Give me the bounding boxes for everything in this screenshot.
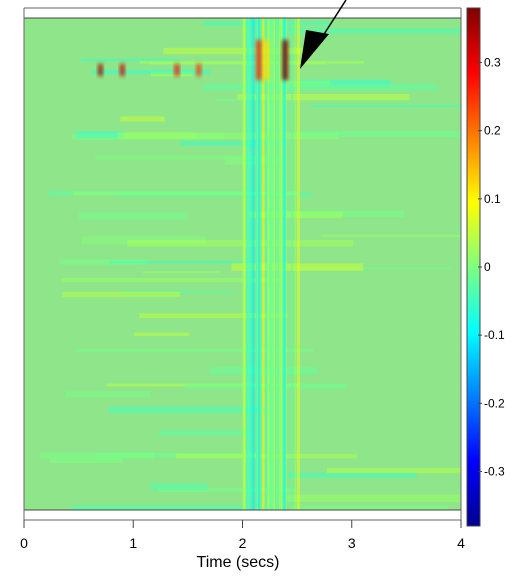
feature-mark: [282, 40, 288, 80]
texture-band: [120, 116, 165, 122]
texture-band: [108, 406, 266, 414]
activity-stripe: [251, 18, 255, 510]
texture-band: [288, 472, 417, 478]
activity-stripe: [296, 18, 300, 510]
texture-band: [142, 271, 220, 274]
colorbar-tick-label: 0.1: [484, 192, 501, 206]
texture-band: [78, 212, 188, 220]
texture-band: [150, 71, 193, 77]
x-tick-label: 4: [457, 535, 465, 551]
feature-mark: [174, 64, 179, 76]
texture-band: [290, 505, 449, 510]
x-axis-ticks: 0 1 2 3 4: [20, 520, 465, 551]
texture-band: [298, 79, 392, 87]
texture-band: [133, 332, 190, 337]
activity-stripe: [283, 18, 287, 510]
texture-band: [163, 47, 315, 55]
texture-band: [117, 132, 339, 139]
feature-mark: [264, 40, 270, 80]
heatmap-texture: [39, 21, 461, 510]
texture-band: [326, 468, 461, 474]
x-tick-label: 2: [239, 535, 247, 551]
texture-band: [65, 391, 151, 398]
colorbar-tick-label: -0.2: [484, 396, 505, 410]
activity-stripe: [245, 18, 249, 510]
colorbar-tick-label: 0.2: [484, 124, 501, 138]
x-tick-label: 0: [20, 535, 28, 551]
x-axis-label: Time (secs): [197, 554, 280, 571]
colorbar-tick-label: 0.3: [484, 56, 501, 70]
texture-band: [59, 259, 149, 265]
texture-band: [284, 80, 331, 87]
texture-band: [158, 487, 298, 492]
arrowhead: [300, 30, 329, 69]
texture-band: [50, 457, 123, 464]
activity-stripe: [265, 18, 269, 510]
heatmap-features: [98, 18, 300, 510]
activity-stripe: [276, 18, 280, 510]
texture-band: [39, 452, 154, 459]
texture-band: [72, 191, 297, 196]
x-tick-label: 3: [348, 535, 356, 551]
feature-mark: [196, 64, 201, 76]
texture-band: [75, 131, 124, 139]
activity-stripe: [267, 18, 271, 510]
activity-stripe: [271, 18, 275, 510]
heatmap-area: [24, 18, 461, 510]
activity-stripe: [282, 18, 284, 510]
texture-band: [263, 210, 404, 218]
feature-mark: [98, 64, 103, 76]
activity-stripe: [243, 18, 246, 510]
colorbar-ticks: 0.3 0.2 0.1 0 -0.1 -0.2 -0.3: [478, 56, 505, 478]
activity-stripe: [258, 18, 261, 510]
texture-band: [311, 104, 461, 107]
texture-band: [61, 291, 180, 298]
texture-band: [158, 430, 252, 436]
texture-band: [321, 234, 461, 238]
activity-stripe: [247, 18, 250, 510]
texture-band: [76, 348, 314, 353]
texture-band: [60, 277, 281, 283]
colorbar-tick-label: 0: [484, 260, 491, 274]
feature-mark: [256, 40, 262, 80]
colorbar-tick-label: -0.3: [484, 464, 505, 478]
texture-band: [109, 261, 248, 264]
activity-stripe: [276, 18, 278, 510]
texture-band: [179, 141, 287, 146]
colorbar-tick-label: -0.1: [484, 328, 505, 342]
activity-stripe: [269, 18, 273, 510]
texture-band: [127, 240, 354, 247]
texture-band: [139, 313, 288, 319]
activity-stripe: [267, 18, 270, 510]
texture-band: [278, 28, 461, 34]
annotation-arrow: [300, 0, 347, 69]
activity-stripe: [291, 18, 294, 510]
x-tick-label: 1: [129, 535, 137, 551]
feature-mark: [120, 64, 125, 76]
activity-stripe: [294, 18, 297, 510]
texture-band: [292, 267, 451, 270]
activity-stripe: [250, 18, 253, 510]
texture-band: [203, 83, 437, 91]
texture-band: [295, 131, 461, 137]
texture-band: [92, 69, 211, 75]
texture-band: [150, 483, 208, 491]
texture-band: [287, 494, 461, 502]
activity-stripe: [261, 18, 265, 510]
activity-stripe: [256, 18, 259, 510]
texture-band: [94, 155, 282, 160]
texture-band: [80, 58, 182, 62]
activity-stripe: [280, 18, 283, 510]
activity-stripe: [279, 18, 283, 510]
texture-band: [237, 93, 410, 101]
texture-band: [71, 505, 247, 510]
activity-stripe: [248, 18, 251, 510]
